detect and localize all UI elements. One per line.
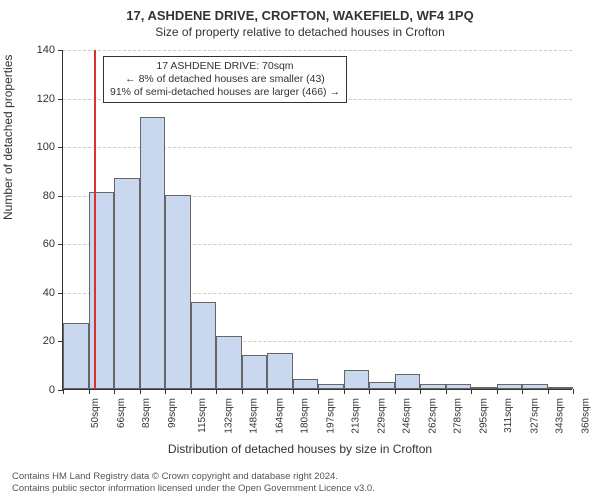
xtick-mark [140, 389, 141, 394]
xtick-mark [267, 389, 268, 394]
histogram-bar [344, 370, 370, 389]
xtick-label: 311sqm [503, 398, 514, 433]
ytick-mark [58, 244, 63, 245]
plot-inner: 020406080100120140 17 ASHDENE DRIVE: 70s… [62, 50, 572, 390]
histogram-bar [420, 384, 446, 389]
xtick-mark [242, 389, 243, 394]
ytick-label: 140 [15, 44, 55, 56]
ytick-label: 80 [15, 190, 55, 202]
xtick-mark [63, 389, 64, 394]
xtick-label: 99sqm [167, 398, 178, 428]
xtick-label: 278sqm [453, 398, 464, 434]
ytick-label: 120 [15, 93, 55, 105]
annotation-line-3: 91% of semi-detached houses are larger (… [110, 86, 340, 99]
histogram-bar [497, 384, 523, 389]
xtick-label: 180sqm [300, 398, 311, 434]
xtick-label: 295sqm [478, 398, 489, 434]
xtick-mark [318, 389, 319, 394]
xtick-label: 213sqm [351, 398, 362, 434]
xtick-mark [395, 389, 396, 394]
xtick-label: 343sqm [555, 398, 566, 434]
histogram-bar [446, 384, 472, 389]
xtick-mark [191, 389, 192, 394]
xtick-label: 50sqm [90, 398, 101, 428]
xtick-label: 164sqm [274, 398, 285, 434]
histogram-bar [471, 387, 497, 389]
histogram-bar [89, 192, 115, 389]
footer-line-2: Contains public sector information licen… [12, 483, 375, 494]
xtick-label: 66sqm [116, 398, 127, 428]
xtick-label: 327sqm [529, 398, 540, 434]
xtick-mark [497, 389, 498, 394]
xtick-mark [114, 389, 115, 394]
annotation-line-1: 17 ASHDENE DRIVE: 70sqm [110, 60, 340, 73]
footer: Contains HM Land Registry data © Crown c… [12, 471, 375, 494]
xtick-mark [89, 389, 90, 394]
histogram-bar [114, 178, 140, 389]
histogram-bar [369, 382, 395, 389]
chart-title: 17, ASHDENE DRIVE, CROFTON, WAKEFIELD, W… [0, 0, 600, 23]
xtick-mark [216, 389, 217, 394]
ytick-label: 60 [15, 238, 55, 250]
chart-subtitle: Size of property relative to detached ho… [0, 23, 600, 39]
ytick-mark [58, 293, 63, 294]
gridline [63, 50, 572, 51]
xtick-label: 115sqm [197, 398, 208, 433]
histogram-bar [522, 384, 548, 389]
annotation-box: 17 ASHDENE DRIVE: 70sqm ← 8% of detached… [103, 56, 347, 103]
xtick-mark [573, 389, 574, 394]
y-axis-label: Number of detached properties [1, 55, 15, 220]
histogram-bar [165, 195, 191, 389]
histogram-bar [395, 374, 421, 389]
histogram-bar [63, 323, 89, 389]
xtick-mark [344, 389, 345, 394]
histogram-bar [267, 353, 293, 389]
annotation-line-2: ← 8% of detached houses are smaller (43) [110, 73, 340, 86]
property-marker-line [94, 50, 96, 389]
histogram-bar [548, 387, 574, 389]
xtick-mark [548, 389, 549, 394]
xtick-label: 132sqm [223, 398, 234, 434]
xtick-label: 83sqm [141, 398, 152, 428]
histogram-bar [318, 384, 344, 389]
xtick-label: 360sqm [580, 398, 591, 434]
x-axis-label: Distribution of detached houses by size … [0, 442, 600, 456]
ytick-label: 40 [15, 287, 55, 299]
histogram-bar [242, 355, 268, 389]
ytick-mark [58, 196, 63, 197]
xtick-mark [165, 389, 166, 394]
plot-area: 020406080100120140 17 ASHDENE DRIVE: 70s… [62, 50, 572, 390]
xtick-label: 197sqm [325, 398, 336, 434]
xtick-mark [446, 389, 447, 394]
histogram-bar [293, 379, 319, 389]
xtick-label: 229sqm [376, 398, 387, 434]
xtick-mark [293, 389, 294, 394]
xtick-label: 262sqm [427, 398, 438, 434]
ytick-mark [58, 50, 63, 51]
histogram-bar [140, 117, 166, 389]
xtick-label: 246sqm [402, 398, 413, 434]
ytick-mark [58, 99, 63, 100]
histogram-bar [191, 302, 217, 389]
ytick-label: 100 [15, 141, 55, 153]
ytick-label: 20 [15, 335, 55, 347]
xtick-mark [471, 389, 472, 394]
footer-line-1: Contains HM Land Registry data © Crown c… [12, 471, 375, 482]
xtick-mark [369, 389, 370, 394]
xtick-mark [522, 389, 523, 394]
ytick-label: 0 [15, 384, 55, 396]
ytick-mark [58, 147, 63, 148]
xtick-label: 148sqm [249, 398, 260, 434]
histogram-bar [216, 336, 242, 389]
xtick-mark [420, 389, 421, 394]
